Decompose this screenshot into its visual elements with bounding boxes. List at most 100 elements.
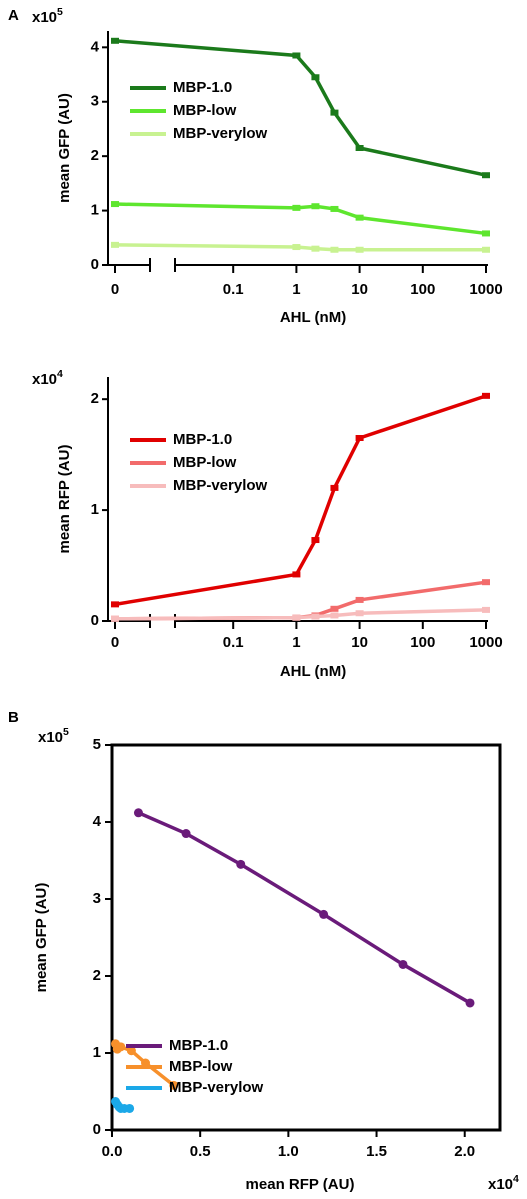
data-point [355,214,364,221]
legend-label: MBP-verylow [173,125,268,142]
data-point [116,1042,126,1052]
x-tick-label: 10 [351,281,368,298]
legend-label: MBP-1.0 [173,431,232,448]
x-tick-label: 0.1 [223,634,244,651]
data-point [126,1046,136,1056]
y-tick-label: 1 [91,202,99,219]
data-point [111,201,119,208]
data-point [330,109,339,116]
data-point [292,614,301,621]
x-tick-label: 1 [292,634,300,651]
legend-label: MBP-1.0 [173,79,232,96]
data-point [311,613,320,620]
x-axis-label: AHL (nM) [280,663,346,680]
data-point [311,74,320,81]
data-point [319,909,329,919]
data-point [355,145,364,151]
x-tick-label: 10 [351,634,368,651]
y-axis-label: mean RFP (AU) [56,445,73,554]
multiplier-base: x10 [32,371,57,388]
y-tick-label: 4 [93,813,102,830]
y-tick-label: 1 [93,1044,101,1061]
axis-multiplier: x104 [488,1173,519,1193]
x-tick-label: 1000 [469,281,502,298]
data-point [292,571,301,578]
data-point [181,829,191,839]
plot-frame [110,743,502,1132]
data-point [465,998,475,1008]
legend-label: MBP-low [169,1058,233,1075]
x-tick-label: 1 [292,281,300,298]
data-point [292,52,301,59]
data-point [482,230,490,237]
y-tick-label: 0 [91,612,99,629]
data-point [398,959,408,969]
panel-label: B [8,709,19,726]
x-tick-label: 0.5 [190,1143,211,1160]
data-point [482,579,490,586]
series-line [114,39,487,177]
x-tick-label: 0.1 [223,281,244,298]
data-point [330,612,339,619]
x-tick-label: 1.0 [278,1143,299,1160]
y-axis-label: mean GFP (AU) [56,93,73,203]
legend-label: MBP-low [173,454,237,471]
data-point [482,392,490,399]
data-point [125,1103,135,1113]
multiplier-base: x10 [32,9,57,26]
axis-multiplier: x104 [32,368,63,388]
y-tick-label: 3 [91,93,99,110]
data-point [311,537,320,544]
data-point [292,244,301,251]
y-tick-label: 3 [93,890,101,907]
data-point [133,808,143,818]
multiplier-exponent: 4 [57,368,63,380]
x-axis-label: mean RFP (AU) [246,1176,355,1193]
x-tick-label: 100 [410,281,435,298]
data-point [111,241,119,248]
y-axis-label: mean GFP (AU) [33,883,50,993]
x-tick-label: 1.5 [366,1143,387,1160]
data-point [355,435,364,441]
data-point [311,245,320,252]
data-point [482,172,490,179]
data-point [111,615,119,622]
x-tick-label: 0 [111,634,119,651]
legend-label: MBP-low [173,102,237,119]
multiplier-base: x10 [488,1176,513,1193]
data-point [111,37,119,44]
series-line [114,394,487,607]
data-point [330,205,339,212]
data-point [482,246,490,253]
multiplier-base: x10 [38,729,63,746]
series-line [114,243,486,252]
y-tick-label: 2 [93,967,101,984]
data-point [355,596,364,603]
multiplier-exponent: 5 [57,6,63,18]
data-point [311,203,320,210]
panel-label: A [8,7,19,24]
series-line [114,608,487,621]
x-tick-label: 0 [111,281,119,298]
y-tick-label: 2 [91,147,99,164]
y-tick-label: 2 [91,390,99,407]
y-tick-label: 5 [93,736,101,753]
data-point [330,484,339,491]
multiplier-exponent: 5 [63,726,69,738]
data-point [169,1080,179,1090]
y-tick-label: 1 [91,501,99,518]
series-line [137,811,471,1005]
axis-multiplier: x105 [32,6,63,26]
x-tick-label: 100 [410,634,435,651]
y-tick-label: 0 [93,1121,101,1138]
y-tick-label: 0 [91,256,99,273]
x-tick-label: 2.0 [454,1143,475,1160]
axis-multiplier: x105 [38,726,69,746]
multiplier-exponent: 4 [513,1173,519,1185]
series-line [114,580,487,621]
data-point [236,859,246,869]
data-point [111,601,119,608]
legend-label: MBP-verylow [173,477,268,494]
data-point [355,610,364,617]
